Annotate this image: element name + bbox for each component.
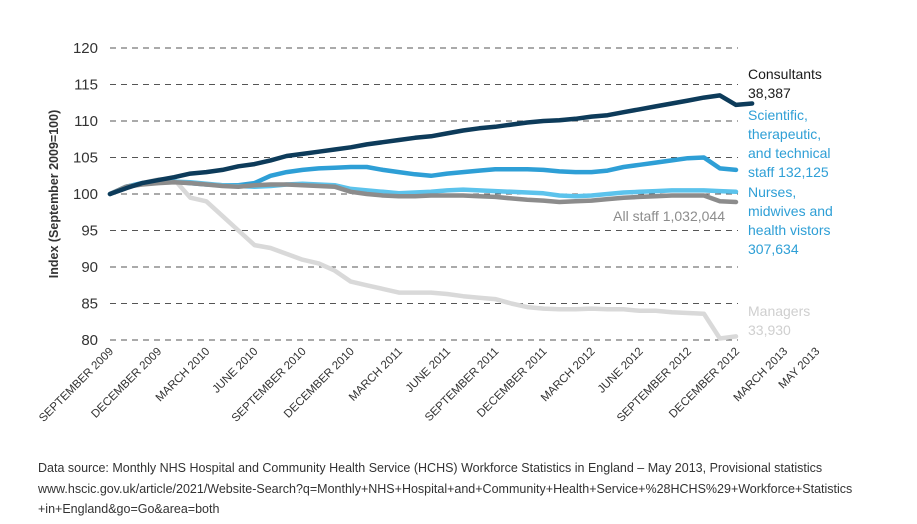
series-label: Nurses, [748, 184, 796, 200]
series-label: therapeutic, [748, 126, 821, 142]
y-tick-label: 95 [81, 223, 98, 240]
x-tick-label: JUNE 2011 [404, 346, 453, 395]
data-source-note: Data source: Monthly NHS Hospital and Co… [38, 458, 908, 520]
y-tick-label: 85 [81, 296, 98, 313]
series-lines [107, 93, 755, 341]
series-label: Consultants [748, 66, 822, 82]
source-line-1: Data source: Monthly NHS Hospital and Co… [38, 461, 823, 475]
line-chart: 80 85 90 95 100 105 110 115 120 Index (September… [37, 40, 833, 425]
series-label: Managers [748, 303, 810, 319]
source-line-2: www.hscic.gov.uk/article/2021/Website-Se… [38, 481, 853, 496]
series-label: and technical [748, 145, 831, 161]
series-label: 307,634 [748, 241, 799, 257]
y-axis-label: Index (September 2009=100) [47, 110, 61, 279]
source-line-3: +in+England&go=Go&area=both [38, 502, 220, 516]
series-label: All staff 1,032,044 [613, 208, 725, 224]
series-line [107, 155, 739, 197]
y-tick-label: 110 [74, 113, 98, 130]
y-tick-label: 80 [81, 332, 98, 349]
x-tick-label: JUNE 2012 [596, 346, 646, 396]
y-tick-label: 105 [73, 150, 98, 167]
series-labels: Managers 33,930 Scientific, therapeutic, and… [613, 66, 833, 338]
series-label: Scientific, [748, 107, 808, 123]
series-label: staff 132,125 [748, 164, 829, 180]
y-tick-label: 100 [73, 186, 98, 203]
series-label: health vistors [748, 222, 830, 238]
series-line [107, 180, 739, 205]
series-line [107, 93, 755, 197]
series-line [107, 177, 739, 341]
y-tick-label: 120 [73, 40, 98, 57]
series-label: 33,930 [748, 322, 791, 338]
series-label: midwives and [748, 203, 833, 219]
y-tick-label: 90 [81, 259, 98, 276]
x-tick-label: JUNE 2010 [211, 346, 261, 396]
y-axis-ticks: 80 85 90 95 100 105 110 115 120 [73, 40, 98, 349]
series-label: 38,387 [748, 85, 791, 101]
y-tick-label: 115 [74, 77, 98, 94]
